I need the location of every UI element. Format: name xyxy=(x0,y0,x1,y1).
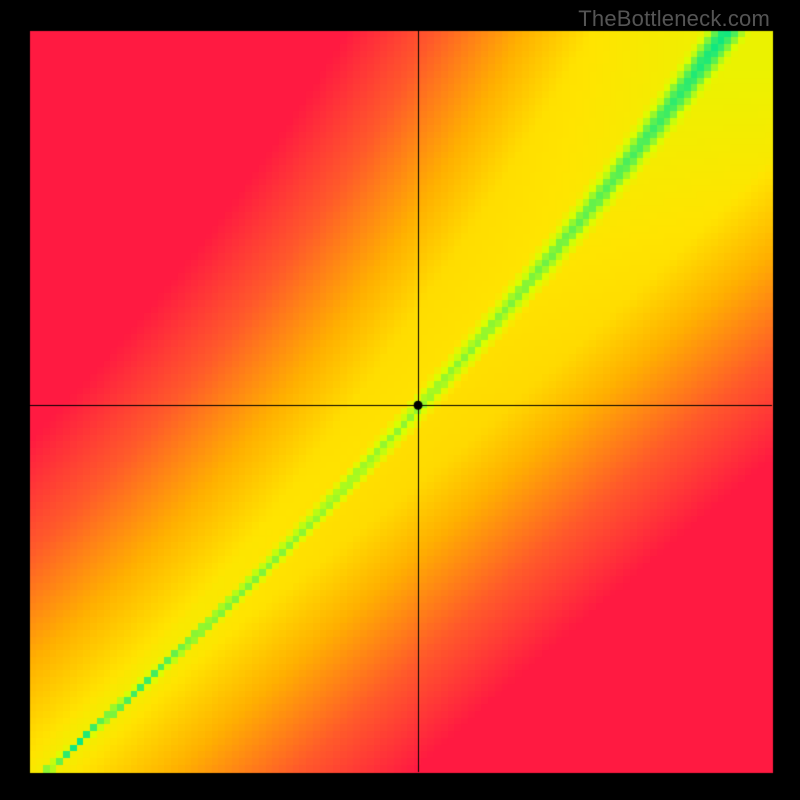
chart-container: TheBottleneck.com xyxy=(0,0,800,800)
bottleneck-heatmap xyxy=(0,0,800,800)
watermark-text: TheBottleneck.com xyxy=(578,6,770,32)
